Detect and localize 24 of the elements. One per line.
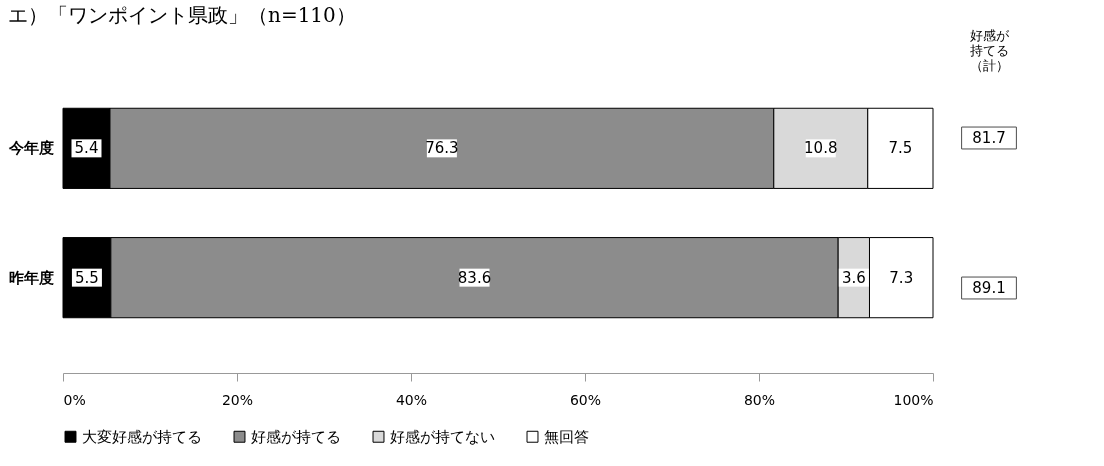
x-tick-label: 40% [395,391,428,408]
chart-title: エ）「ワンポイント県政」（n=110） [8,3,356,27]
x-tick-label: 60% [569,391,602,408]
text: 好感が持てる（計） [969,28,1010,73]
data-label: 5.5 [75,268,99,287]
legend-label: 無回答 [544,427,589,446]
data-label: 5.4 [74,139,99,158]
data-label: 7.3 [889,268,914,287]
text: 81.7 [972,129,1006,147]
data-label: 76.3 [425,139,459,158]
y-tick-label: 昨年度 [8,268,54,287]
data-label: 83.6 [457,268,492,287]
data-label: 7.5 [888,139,913,158]
x-tick-label: 80% [743,391,776,408]
text: 89.1 [972,279,1006,297]
x-tick-label: 100% [893,391,934,408]
x-tick-label: 0% [63,391,86,408]
x-tick-label: 20% [221,391,254,408]
y-tick-label: 今年度 [7,139,54,158]
legend-label: 大変好感が持てる [82,427,202,446]
data-label: 10.8 [804,139,838,158]
data-label: 3.6 [841,268,866,287]
legend-label: 好感が持てない [390,427,495,446]
legend-label: 好感が持てる [251,427,341,446]
